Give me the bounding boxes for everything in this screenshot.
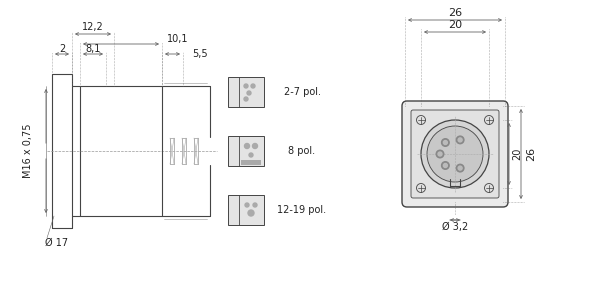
- Circle shape: [244, 84, 248, 88]
- Text: 20: 20: [512, 148, 522, 160]
- Circle shape: [421, 120, 489, 188]
- Circle shape: [247, 91, 251, 95]
- Circle shape: [456, 164, 464, 172]
- Text: 12,2: 12,2: [82, 22, 104, 32]
- Circle shape: [244, 143, 250, 149]
- FancyBboxPatch shape: [411, 110, 499, 198]
- Text: 2: 2: [59, 44, 65, 54]
- Circle shape: [441, 139, 449, 146]
- Circle shape: [245, 203, 249, 207]
- FancyBboxPatch shape: [402, 101, 508, 207]
- Bar: [241, 160, 261, 165]
- Text: 8 pol.: 8 pol.: [289, 146, 316, 156]
- Text: 26: 26: [448, 8, 462, 18]
- Text: 20: 20: [448, 20, 462, 30]
- Circle shape: [441, 162, 449, 169]
- Text: 2-7 pol.: 2-7 pol.: [284, 87, 320, 97]
- Text: 26: 26: [526, 147, 536, 161]
- Circle shape: [436, 150, 444, 158]
- Circle shape: [417, 184, 425, 192]
- Bar: [228, 77, 264, 107]
- Circle shape: [456, 136, 464, 144]
- Text: Ø 17: Ø 17: [45, 238, 68, 248]
- Text: Ø 3,2: Ø 3,2: [442, 222, 468, 232]
- Circle shape: [253, 143, 257, 149]
- Text: 10,1: 10,1: [167, 34, 188, 44]
- Circle shape: [249, 153, 253, 157]
- Circle shape: [244, 97, 248, 101]
- Bar: [228, 195, 264, 225]
- Circle shape: [417, 115, 425, 124]
- Circle shape: [438, 152, 442, 156]
- Text: M16 x 0,75: M16 x 0,75: [23, 124, 33, 178]
- Circle shape: [458, 138, 462, 142]
- Circle shape: [253, 203, 257, 207]
- Circle shape: [458, 166, 462, 170]
- Circle shape: [443, 140, 447, 145]
- Text: 8,1: 8,1: [86, 44, 101, 54]
- Circle shape: [427, 126, 483, 182]
- Circle shape: [248, 210, 254, 216]
- Text: 12-19 pol.: 12-19 pol.: [277, 205, 326, 215]
- Circle shape: [484, 184, 493, 192]
- Circle shape: [484, 115, 493, 124]
- Text: 5,5: 5,5: [192, 49, 208, 59]
- Circle shape: [443, 163, 447, 168]
- Bar: [228, 136, 264, 166]
- Circle shape: [251, 84, 255, 88]
